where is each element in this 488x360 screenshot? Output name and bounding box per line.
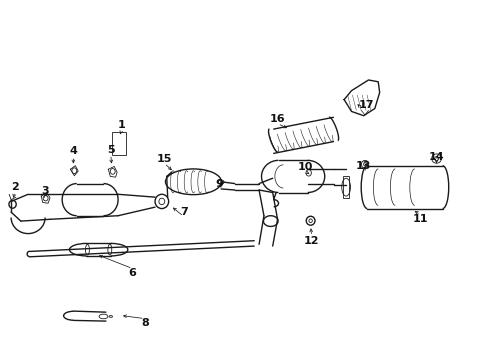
Text: 16: 16 [269, 114, 285, 124]
Text: 5: 5 [107, 145, 114, 155]
Text: 9: 9 [215, 179, 223, 189]
Text: 4: 4 [69, 147, 77, 157]
Text: 12: 12 [303, 236, 319, 246]
Text: 17: 17 [358, 100, 373, 110]
Bar [112, 132, 125, 155]
Text: 14: 14 [428, 152, 444, 162]
Text: 11: 11 [412, 214, 427, 224]
Text: 10: 10 [297, 162, 312, 172]
Text: 13: 13 [355, 161, 370, 171]
Text: 1: 1 [118, 120, 125, 130]
Text: 8: 8 [141, 318, 148, 328]
Text: 7: 7 [180, 207, 187, 217]
Text: 2: 2 [11, 182, 19, 192]
Bar [343, 176, 348, 198]
Text: 6: 6 [128, 268, 136, 278]
Text: 3: 3 [41, 186, 49, 196]
Text: 15: 15 [156, 154, 172, 163]
